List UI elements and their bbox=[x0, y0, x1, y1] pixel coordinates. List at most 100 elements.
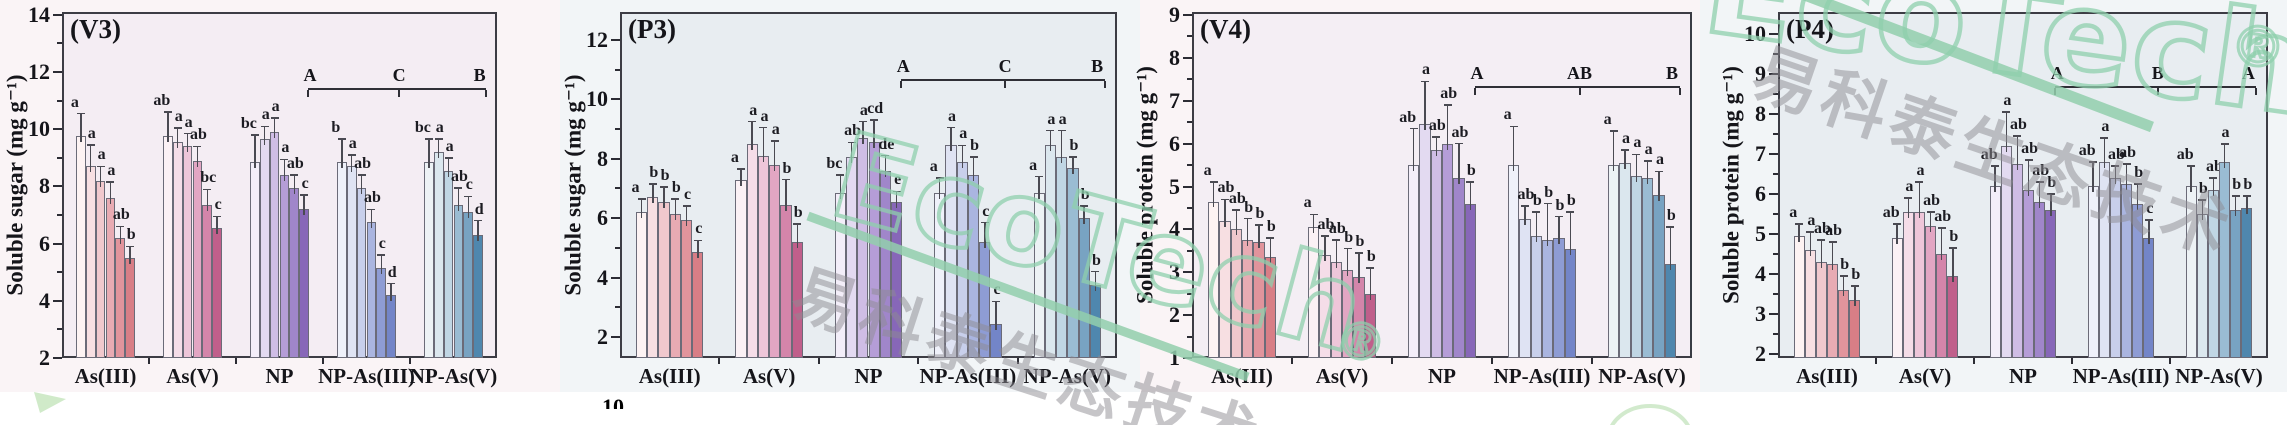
sig-letter: c bbox=[993, 281, 1001, 299]
y-minor-tick bbox=[615, 68, 620, 71]
sig-letter: b bbox=[1949, 228, 1959, 245]
bar-As(III)-6 bbox=[125, 257, 136, 358]
error-bar-cap bbox=[947, 126, 955, 129]
sig-letter: ab bbox=[844, 122, 862, 140]
sig-letter: e bbox=[894, 171, 902, 189]
error-bar-cap bbox=[793, 223, 802, 225]
error-bar-cap bbox=[1455, 142, 1463, 145]
x-minor-tick bbox=[1291, 358, 1293, 364]
bar-NP-6 bbox=[2045, 210, 2057, 358]
group-label-V4-As(V): As(V) bbox=[1315, 364, 1369, 388]
error-bar-cap bbox=[1068, 156, 1077, 158]
y-tick-label: 4 bbox=[1169, 216, 1180, 242]
error-bar-cap bbox=[1621, 149, 1629, 151]
bar-NP-As(III)-2 bbox=[346, 166, 357, 358]
sig-letter: de bbox=[878, 135, 895, 153]
sig-letter: a bbox=[174, 107, 183, 125]
y-major-tick bbox=[53, 128, 62, 131]
sig-letter: a bbox=[2101, 118, 2110, 135]
error-bar-line bbox=[652, 183, 654, 204]
sig-letter: c bbox=[301, 175, 309, 192]
error-bar-line bbox=[1258, 225, 1260, 249]
error-bar-cap bbox=[858, 120, 867, 123]
bar-As(III)-4 bbox=[1242, 240, 1254, 358]
error-bar-cap bbox=[2046, 193, 2055, 195]
error-bar-line bbox=[457, 187, 460, 212]
sig-letter: c bbox=[214, 196, 222, 214]
error-bar-cap bbox=[1221, 198, 1229, 201]
bar-As(V)-4 bbox=[769, 164, 781, 358]
sig-letter: a bbox=[1622, 130, 1630, 148]
bar-As(V)-6 bbox=[212, 227, 223, 358]
y-tick-label: 2 bbox=[597, 323, 608, 349]
error-bar-line bbox=[1569, 212, 1572, 255]
y-minor-tick bbox=[1773, 333, 1778, 335]
bar-As(III)-3 bbox=[658, 201, 670, 358]
error-bar-cap bbox=[260, 125, 269, 128]
error-bar-line bbox=[283, 159, 286, 181]
error-bar-line bbox=[1346, 248, 1349, 277]
bracket-tick bbox=[899, 80, 902, 88]
bar-As(V)-1 bbox=[735, 179, 747, 358]
error-bar-line bbox=[1072, 157, 1074, 174]
sig-letter: a bbox=[271, 97, 280, 115]
y-major-tick bbox=[1183, 14, 1192, 16]
y-tick-label: 5 bbox=[1169, 173, 1180, 199]
bar-NP-6 bbox=[891, 201, 903, 358]
error-bar-line bbox=[984, 222, 986, 248]
error-bar-cap bbox=[2220, 143, 2229, 145]
error-bar-line bbox=[1524, 205, 1526, 225]
bar-NP-6 bbox=[1464, 203, 1476, 358]
sig-letter: b bbox=[1366, 247, 1376, 265]
error-bar-line bbox=[2005, 112, 2008, 152]
bar-NP-2 bbox=[845, 157, 858, 358]
y-minor-tick bbox=[57, 214, 62, 217]
y-major-tick bbox=[53, 13, 62, 16]
error-bar-line bbox=[428, 139, 430, 169]
sig-letter: ab bbox=[1217, 179, 1235, 197]
error-bar-cap bbox=[992, 300, 1001, 303]
bar-NP-As(III)-5 bbox=[979, 241, 991, 358]
group-label-V3-NP-As(III): NP-As(III) bbox=[318, 364, 415, 388]
y-major-tick bbox=[1769, 73, 1778, 75]
bracket-letter: AB bbox=[1566, 62, 1593, 83]
sig-letter: a bbox=[771, 120, 780, 138]
error-bar-line bbox=[380, 255, 383, 274]
error-bar-cap bbox=[300, 194, 309, 196]
y-tick-label: 3 bbox=[1755, 301, 1766, 326]
green-arc-shape bbox=[1610, 404, 1690, 425]
error-bar-line bbox=[1060, 130, 1063, 164]
sig-letter: b bbox=[2243, 176, 2253, 193]
bar-As(III)-3 bbox=[1230, 229, 1242, 358]
error-bar-line bbox=[1212, 182, 1215, 208]
error-bar-cap bbox=[1332, 239, 1341, 241]
y-minor-tick bbox=[1773, 133, 1778, 135]
bar-NP-As(V)-5 bbox=[463, 212, 474, 358]
bracket-letter: B bbox=[473, 64, 486, 85]
sig-letter: b bbox=[649, 163, 659, 181]
error-bar-line bbox=[1535, 212, 1538, 242]
error-bar-line bbox=[2050, 194, 2052, 216]
error-bar-cap bbox=[1817, 239, 1826, 241]
y-major-tick bbox=[1183, 185, 1192, 188]
bar-NP-As(III)-6 bbox=[386, 295, 397, 358]
sig-letter: b bbox=[1851, 266, 1861, 283]
error-bar-cap bbox=[1839, 275, 1848, 277]
error-bar-line bbox=[2223, 144, 2226, 168]
error-bar-line bbox=[2201, 200, 2204, 220]
y-minor-tick bbox=[615, 306, 620, 309]
panel-title-P4: (P4) bbox=[1786, 14, 1834, 44]
sig-letter: a bbox=[948, 107, 956, 125]
sig-letter: ab bbox=[1228, 190, 1246, 208]
bar-NP-As(V)-3 bbox=[443, 170, 454, 358]
error-bar-line bbox=[186, 133, 189, 153]
error-bar-line bbox=[89, 144, 92, 173]
sig-letter: a bbox=[70, 93, 79, 111]
bar-NP-As(V)-2 bbox=[1044, 145, 1057, 358]
error-bar-line bbox=[663, 186, 665, 208]
bar-NP-As(III)-2 bbox=[1519, 218, 1531, 358]
bracket-line-V4 bbox=[1474, 85, 1680, 88]
sig-letter: a bbox=[760, 107, 769, 125]
bar-NP-As(III)-5 bbox=[376, 267, 387, 358]
error-bar-cap bbox=[213, 215, 222, 218]
